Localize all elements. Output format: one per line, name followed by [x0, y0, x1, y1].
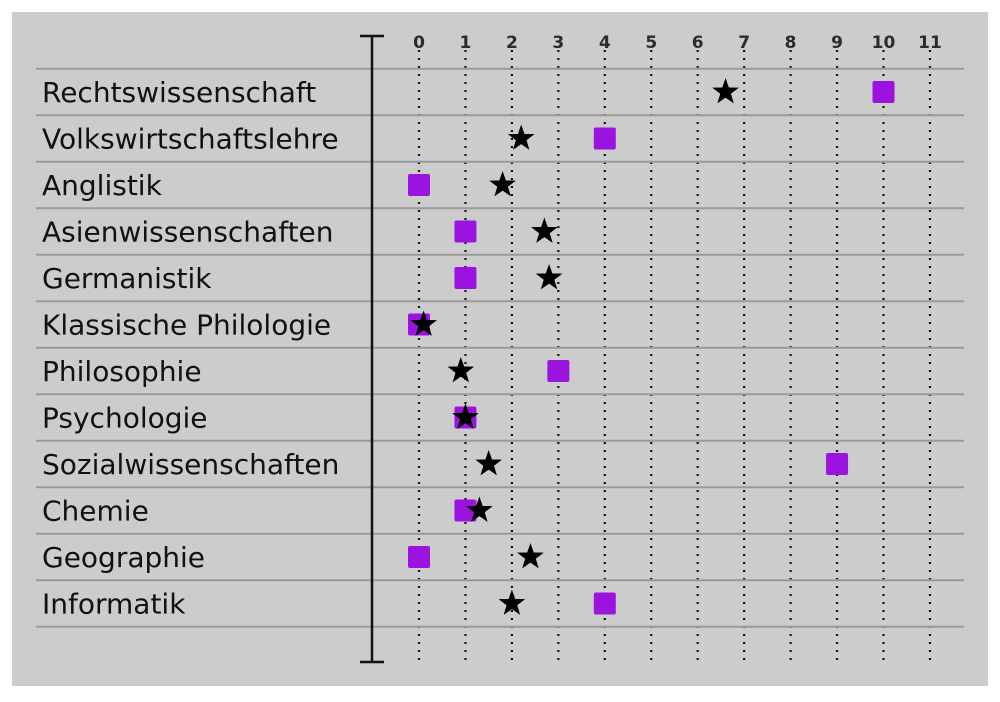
category-label: Volkswirtschaftslehre [42, 123, 339, 156]
star-marker-2 [489, 171, 516, 197]
category-label: Anglistik [42, 169, 163, 202]
square-marker-11 [593, 592, 616, 615]
square-marker-10 [408, 546, 430, 568]
star-marker-10 [517, 543, 544, 569]
star-marker-8 [475, 450, 502, 476]
square-marker-0 [872, 81, 895, 103]
category-label: Chemie [42, 495, 149, 528]
category-label: Geographie [42, 541, 205, 574]
data-marks [408, 78, 895, 615]
x-tick-label-10: 10 [872, 33, 896, 53]
x-tick-labels: 0 1 2 3 4 5 6 7 8 9 10 11 [413, 33, 942, 53]
star-marker-1 [507, 124, 535, 150]
square-marker-4 [454, 267, 477, 289]
category-label: Psychologie [42, 402, 208, 435]
star-marker-7 [452, 403, 479, 429]
grid-layer [417, 50, 932, 662]
x-tick-label-9: 9 [831, 33, 843, 53]
x-tick-label-1: 1 [460, 33, 472, 53]
row-divider-layer [36, 67, 964, 628]
star-marker-6 [447, 357, 475, 383]
category-label: Germanistik [42, 262, 212, 295]
x-tick-label-8: 8 [785, 33, 797, 53]
x-tick-label-7: 7 [738, 33, 750, 53]
star-marker-3 [531, 217, 558, 243]
star-marker-5 [410, 310, 437, 336]
star-marker-9 [466, 496, 493, 522]
y-axis [360, 34, 384, 664]
category-label: Philosophie [42, 355, 202, 388]
x-tick-label-11: 11 [918, 33, 942, 53]
star-marker-0 [712, 78, 739, 104]
x-tick-label-4: 4 [599, 33, 611, 53]
category-labels: Rechtswissenschaft Volkswirtschaftslehre A… [42, 76, 339, 621]
x-tick-label-6: 6 [692, 33, 704, 53]
x-tick-label-0: 0 [413, 33, 425, 53]
category-label: Informatik [42, 588, 186, 621]
star-marker-11 [498, 589, 526, 615]
square-marker-9 [454, 499, 477, 522]
square-marker-8 [826, 453, 849, 475]
square-marker-2 [408, 174, 430, 196]
category-label: Sozialwissenschaften [42, 448, 339, 481]
x-tick-label-5: 5 [645, 33, 657, 53]
x-tick-label-2: 2 [506, 33, 518, 53]
square-marker-6 [547, 360, 570, 382]
star-marker-4 [535, 264, 563, 290]
category-label: Rechtswissenschaft [42, 76, 316, 109]
plot-background [12, 12, 988, 686]
x-tick-label-3: 3 [552, 33, 564, 53]
square-marker-3 [454, 220, 477, 243]
category-label: Asienwissenschaften [42, 216, 334, 249]
category-label: Klassische Philologie [42, 309, 331, 342]
square-marker-1 [593, 127, 616, 150]
